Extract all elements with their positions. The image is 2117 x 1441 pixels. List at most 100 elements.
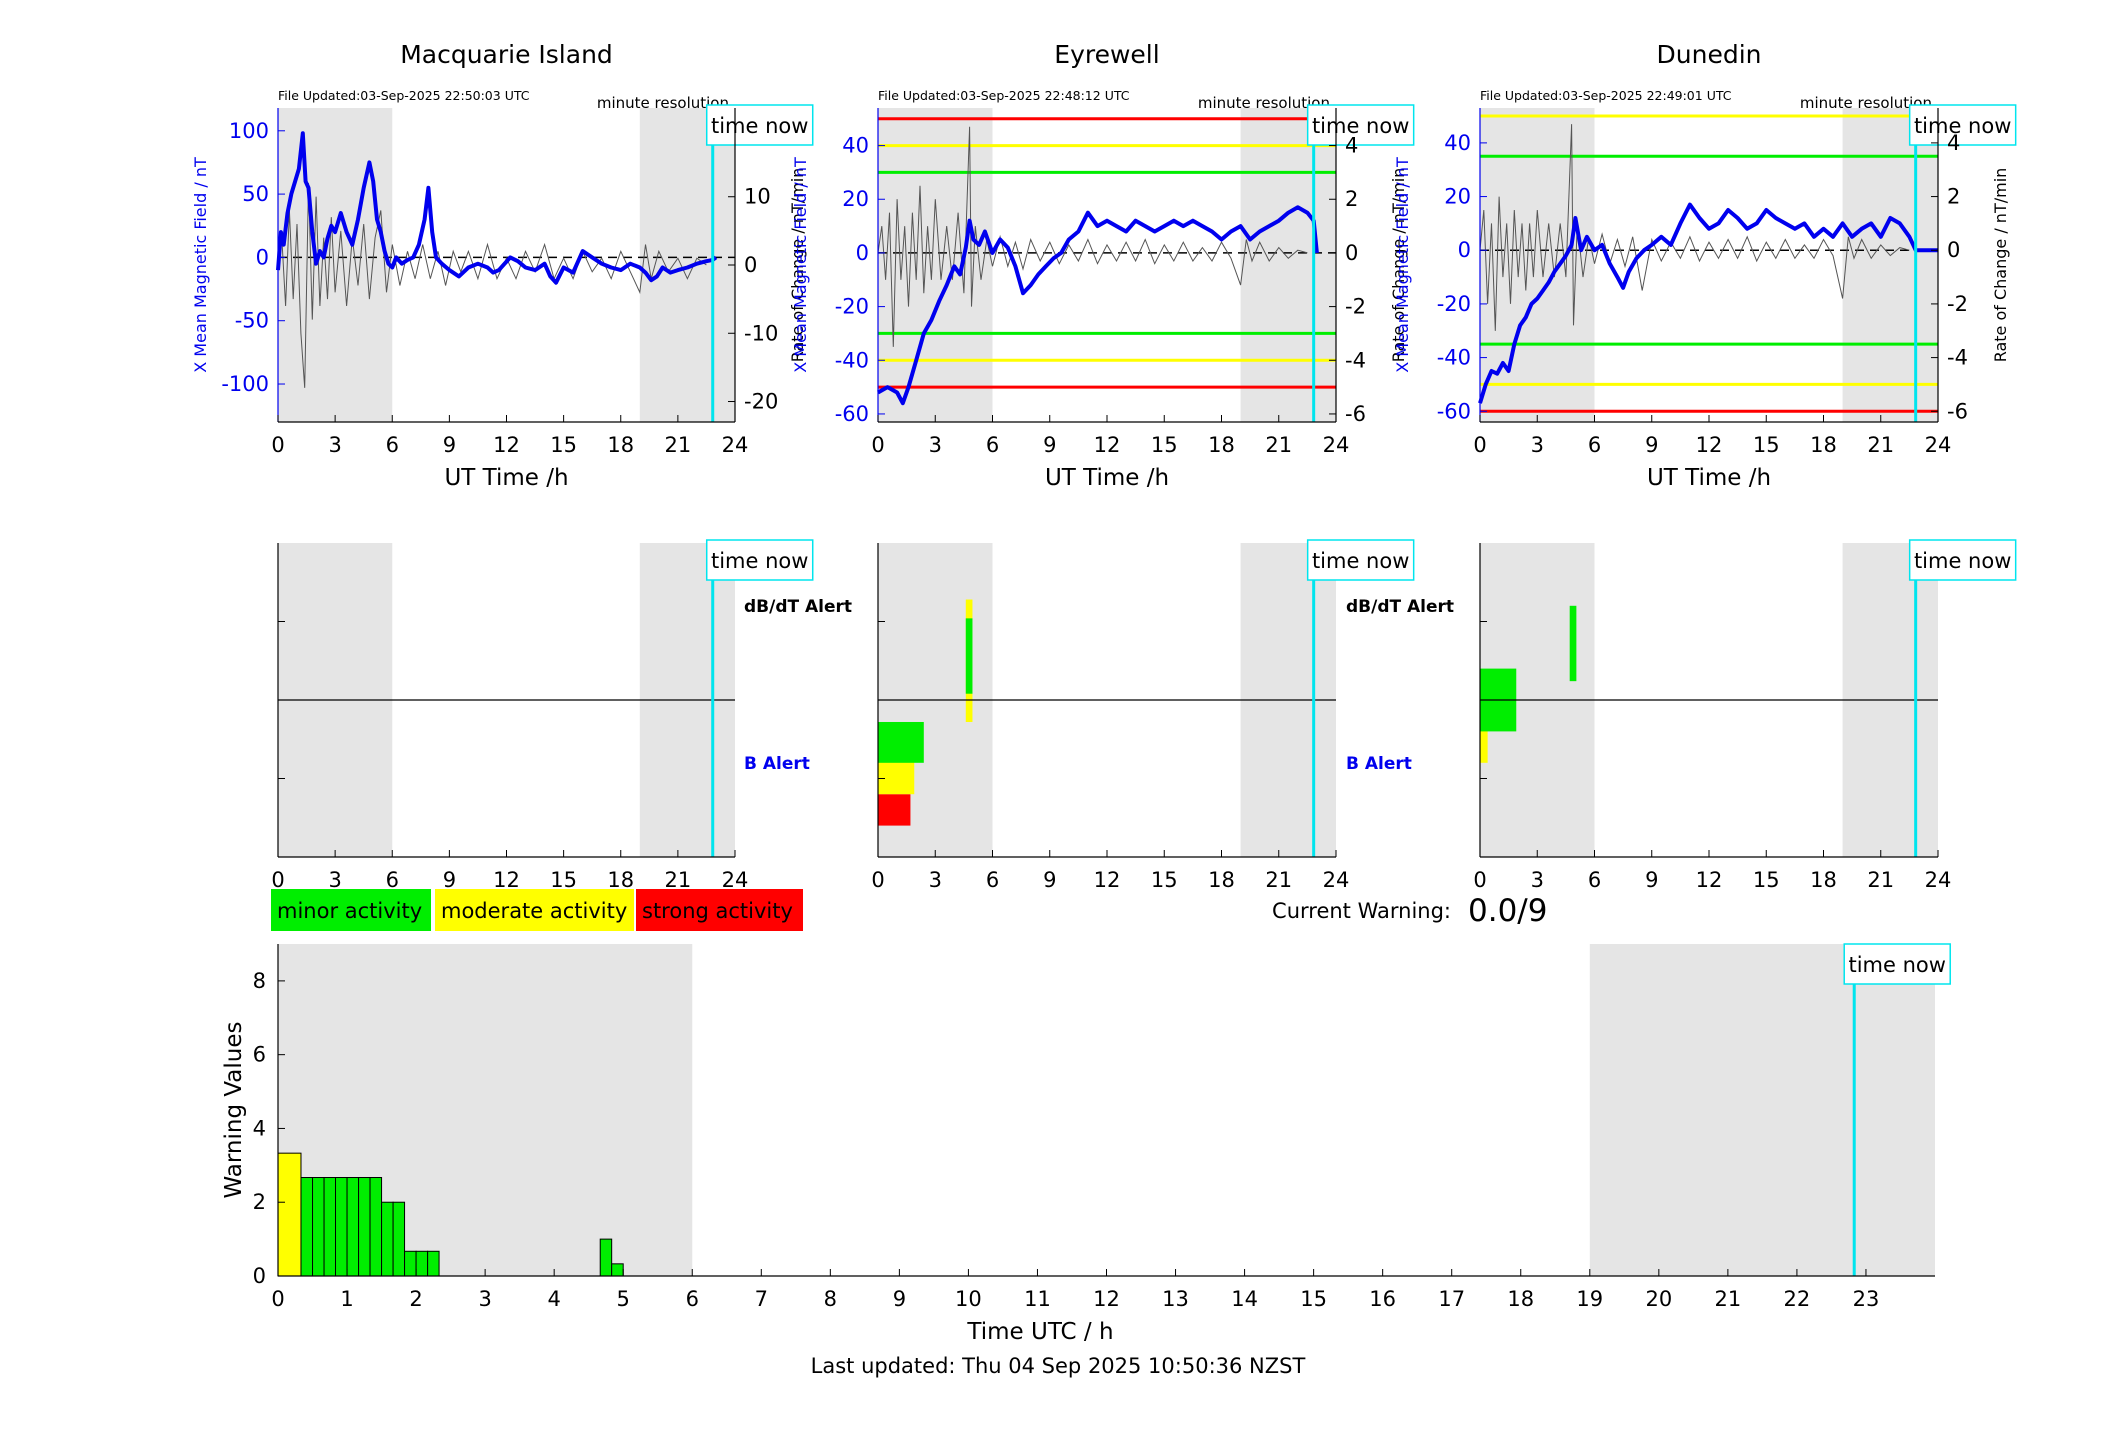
minute-resolution-label: minute resolution [1800,94,1932,112]
x-tick-label: 4 [547,1287,560,1311]
time-now-label: time now [1914,549,2011,573]
time-now-label: time now [1848,953,1945,977]
x-tick-label: 3 [328,433,341,457]
x-tick-label: 9 [443,433,456,457]
time-now-label: time now [1914,114,2011,138]
left-tick-label: 40 [842,134,869,158]
dbdt-alert-label: dB/dT Alert [1346,597,1454,617]
x-tick-label: 21 [1867,433,1894,457]
legend-label-strong: strong activity [642,899,793,923]
time-now-marker: time now [705,539,814,581]
file-updated-text: File Updated:03-Sep-2025 22:50:03 UTC [278,88,530,103]
time-now-box [1306,539,1415,581]
time-now-marker: time now [1843,943,1951,985]
time-now-marker: time now [1908,539,2017,581]
x-tick-label: 0 [1473,868,1486,892]
magnetic-field-series [1478,202,1938,404]
left-tick-label: 50 [242,182,269,206]
x-tick-label: 13 [1162,1287,1189,1311]
legend-swatch-strong [636,889,803,931]
rate-of-change-series [877,126,1308,347]
file-updated-text: File Updated:03-Sep-2025 22:49:01 UTC [1480,88,1732,103]
time-now-label: time now [711,549,808,573]
y-axis-label: Warning Values [221,1021,247,1198]
station-panel-eyrewell: Eyrewell File Updated:03-Sep-2025 22:48:1… [791,40,1415,491]
warning-bar [381,1201,394,1277]
left-tick-label: -40 [1437,346,1471,370]
current-warning: Current Warning: 0.0/9 [1272,893,1547,929]
left-axis-label: X Mean Magnetic Field / nT [1393,157,1412,373]
right-tick-label: -20 [744,390,778,414]
minute-resolution-label: minute resolution [597,94,729,112]
warning-bar [415,1250,429,1277]
y-tick-label: 4 [253,1116,266,1140]
last-updated-text: Last updated: Thu 04 Sep 2025 10:50:36 N… [811,1354,1306,1378]
x-tick-label: 18 [1507,1287,1534,1311]
x-tick-label: 0 [871,868,884,892]
night-shade [1842,108,1938,422]
night-shade [639,108,735,422]
x-tick-label: 0 [271,433,284,457]
alert-panel-dunedin: time now 0 3 6 9 12 15 18 21 24 dB/dT Alert B Alert [1346,539,2017,892]
night-shade [1240,108,1336,422]
x-tick-label: 12 [1094,868,1121,892]
right-tick-label: 0 [1947,238,1960,262]
x-tick-label: 6 [1588,433,1601,457]
x-tick-label: 15 [1753,868,1780,892]
x-tick-label: 3 [1531,868,1544,892]
warning-bar [599,1238,613,1277]
right-tick-label: 4 [1947,131,1960,155]
warning-bar [404,1250,417,1277]
x-tick-label: 15 [550,433,577,457]
x-tick-label: 3 [929,433,942,457]
x-tick-label: 12 [493,868,520,892]
left-axis-label: X Mean Magnetic Field / nT [791,157,810,373]
x-tick-label: 15 [1300,1287,1327,1311]
x-tick-label: 6 [986,868,999,892]
time-now-label: time now [711,114,808,138]
x-axis-label: UT Time /h [1647,465,1771,491]
alert-panel-macquarie-island: time now 0 3 6 9 12 15 18 21 24 [271,539,814,892]
x-tick-label: 8 [824,1287,837,1311]
x-tick-label: 24 [1323,433,1350,457]
x-tick-label: 19 [1576,1287,1603,1311]
magnetic-field-series [877,205,1319,406]
x-tick-label: 7 [755,1287,768,1311]
x-tick-label: 0 [271,868,284,892]
alert-panel-eyrewell: time now 0 3 6 9 12 15 18 21 24 dB/dT Alert B Alert [744,539,1415,892]
x-tick-label: 18 [1810,433,1837,457]
time-now-box [705,104,814,146]
right-tick-label: 2 [1947,185,1960,209]
x-tick-label: 15 [1151,868,1178,892]
b-alert-bar-moderate [1480,715,1488,763]
x-tick-label: 12 [1094,433,1121,457]
left-tick-label: 0 [1458,238,1471,262]
right-tick-label: -6 [1345,402,1366,426]
right-tick-label: 4 [1345,134,1358,158]
x-tick-label: 3 [478,1287,491,1311]
time-now-box [1306,104,1415,146]
x-tick-label: 18 [607,868,634,892]
x-tick-label: 5 [617,1287,630,1311]
rate-of-change-series [277,183,707,388]
left-tick-label: 20 [1444,185,1471,209]
x-tick-label: 18 [1810,868,1837,892]
x-tick-label: 1 [340,1287,353,1311]
x-tick-label: 9 [1043,433,1056,457]
x-tick-label: 11 [1024,1287,1051,1311]
left-tick-label: 20 [842,187,869,211]
x-tick-label: 3 [328,868,341,892]
time-now-marker: time now [1306,539,1415,581]
warning-bar [300,1177,314,1277]
activity-legend: minor activity moderate activity strong ac… [271,889,803,931]
left-tick-label: 40 [1444,131,1471,155]
x-tick-label: 21 [665,433,692,457]
time-now-label: time now [1312,114,1409,138]
b-alert-label: B Alert [1346,754,1412,774]
x-tick-label: 21 [1867,868,1894,892]
x-tick-label: 21 [665,868,692,892]
legend-swatch-minor [271,889,431,931]
right-tick-label: 0 [1345,241,1358,265]
